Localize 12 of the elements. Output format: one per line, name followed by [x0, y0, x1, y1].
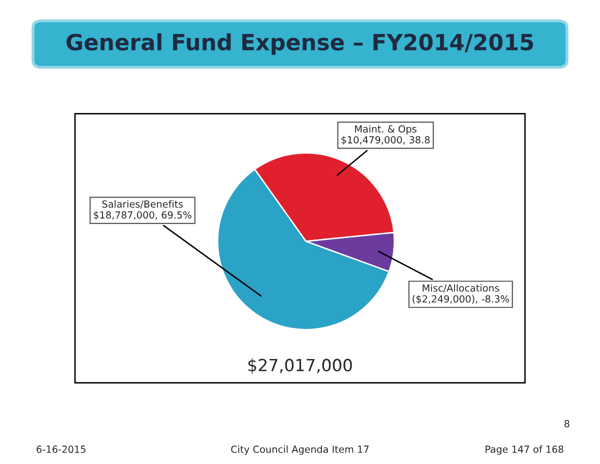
text: Page 147 of 168 [486, 445, 564, 455]
text: City Council Agenda Item 17 [231, 445, 369, 455]
text: 6-16-2015 [36, 446, 86, 453]
data-label: ($2,249,000), -8.3% [412, 295, 509, 304]
slice-label: Maint. & Ops [355, 125, 416, 134]
chart-title: General Fund Expense – FY2014/2015 [66, 33, 534, 55]
data-label: $18,787,000, 69.5% [94, 211, 192, 220]
slice-label: Misc/Allocations [422, 284, 500, 292]
text: 8 [564, 420, 570, 428]
text: $27,017,000 [248, 358, 352, 374]
slice-label: Salaries/Benefits [102, 200, 183, 208]
data-label: $10,479,000, 38.8 [342, 136, 430, 145]
